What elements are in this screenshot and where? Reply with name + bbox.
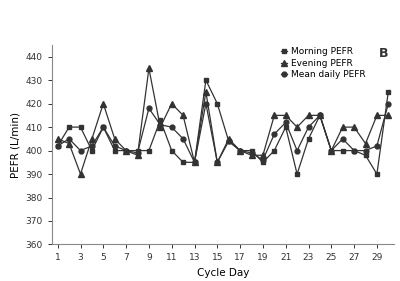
X-axis label: Cycle Day: Cycle Day xyxy=(197,268,249,278)
Legend: Morning PEFR, Evening PEFR, Mean daily PEFR: Morning PEFR, Evening PEFR, Mean daily P… xyxy=(281,47,366,79)
Text: B: B xyxy=(379,47,389,60)
Text: Medscape®    www.medscape.com: Medscape® www.medscape.com xyxy=(10,13,226,23)
Y-axis label: PEFR (L/min): PEFR (L/min) xyxy=(10,112,20,178)
